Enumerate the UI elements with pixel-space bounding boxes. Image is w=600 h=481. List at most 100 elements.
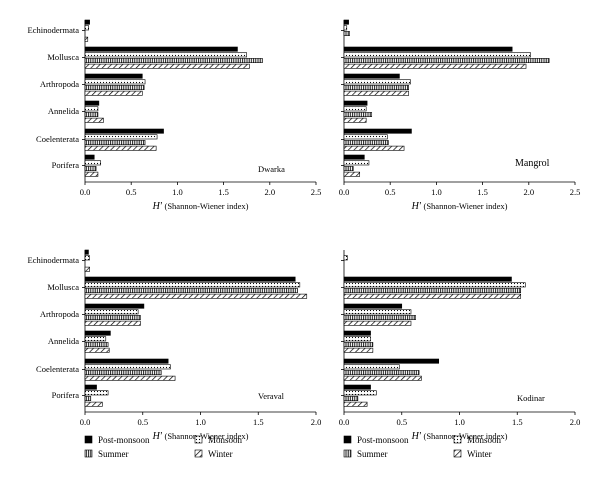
bar-monsoon-arthropoda xyxy=(343,79,411,85)
legend-swatch-monsoon xyxy=(194,435,203,444)
bar-post-monsoon-coelenterata xyxy=(343,358,440,364)
bar-monsoon-coelenterata xyxy=(343,134,388,140)
bar-summer-annelida xyxy=(84,112,99,118)
bar-monsoon-arthropoda xyxy=(343,309,412,315)
x-tick-label: 0.5 xyxy=(396,417,407,427)
legend-label: Summer xyxy=(357,449,388,459)
legend-swatch-post-monsoon xyxy=(84,435,93,444)
bar-winter-porifera xyxy=(84,171,99,177)
category-label: Mollusca xyxy=(47,282,79,292)
chart-panel-1: 0.0 0.5 1.0 1.5 2.0 2.5 Mangrol H′ (Shannon-Wie… xyxy=(339,19,581,212)
bar-winter-porifera xyxy=(84,401,103,407)
bar-monsoon-porifera xyxy=(343,390,377,396)
bar-summer-coelenterata xyxy=(84,370,162,375)
legend-label: Summer xyxy=(98,449,129,459)
panel-site-label: Veraval xyxy=(258,391,285,401)
bar-summer-annelida xyxy=(84,342,109,347)
x-axis-label: H′ (Shannon-Wiener index) xyxy=(411,201,508,212)
category-label: Arthropoda xyxy=(40,309,79,319)
legend-swatch-winter xyxy=(453,449,462,458)
legend-swatch-summer xyxy=(343,449,352,458)
bar-monsoon-porifera xyxy=(84,160,102,166)
bar-post-monsoon-porifera xyxy=(343,384,371,390)
bar-post-monsoon-annelida xyxy=(84,100,100,106)
bar-winter-porifera xyxy=(343,171,361,177)
bar-monsoon-coelenterata xyxy=(343,364,400,370)
chart-panel-2: 0.0 0.5 1.0 1.5 2.0 Echinodermata Mollusca Arth… xyxy=(28,249,322,442)
x-tick-label: 1.5 xyxy=(477,187,488,197)
bar-monsoon-porifera xyxy=(84,390,109,396)
bar-winter-arthropoda xyxy=(343,90,409,96)
bar-monsoon-mollusca xyxy=(84,282,301,288)
bar-post-monsoon-echinodermata xyxy=(84,249,89,255)
legend-label: Post-monsoon xyxy=(357,435,409,445)
bar-post-monsoon-echinodermata xyxy=(343,19,349,25)
bar-summer-echinodermata xyxy=(343,31,350,36)
bar-summer-mollusca xyxy=(343,288,522,293)
x-tick-label: 0.0 xyxy=(339,417,350,427)
bar-post-monsoon-arthropoda xyxy=(343,303,403,309)
bar-summer-arthropoda xyxy=(84,85,145,91)
x-tick-label: 1.5 xyxy=(253,417,264,427)
bar-summer-coelenterata xyxy=(84,140,146,145)
bar-summer-porifera xyxy=(343,396,359,401)
legend-swatch-post-monsoon xyxy=(343,435,352,444)
bar-post-monsoon-annelida xyxy=(343,100,368,106)
panel-site-label: Mangrol xyxy=(515,158,550,169)
bar-winter-mollusca xyxy=(84,293,308,299)
bar-summer-porifera xyxy=(84,166,97,171)
x-tick-label: 2.0 xyxy=(264,187,275,197)
bar-summer-arthropoda xyxy=(84,315,141,320)
x-tick-label: 0.5 xyxy=(126,187,137,197)
bar-winter-mollusca xyxy=(343,293,522,299)
x-tick-label: 2.0 xyxy=(570,417,581,427)
bar-summer-arthropoda xyxy=(343,85,409,91)
x-tick-label: 1.0 xyxy=(172,187,183,197)
x-axis-label: H′ (Shannon-Wiener index) xyxy=(152,201,249,212)
bar-post-monsoon-annelida xyxy=(343,330,371,336)
bar-winter-echinodermata xyxy=(84,36,89,42)
x-tick-label: 2.0 xyxy=(311,417,322,427)
bar-monsoon-arthropoda xyxy=(84,309,139,315)
chart-panel-3: 0.0 0.5 1.0 1.5 2.0 Kodinar H′ (Shannon-Wiener… xyxy=(339,250,581,442)
bar-post-monsoon-coelenterata xyxy=(84,358,169,364)
bar-post-monsoon-arthropoda xyxy=(84,73,143,79)
legend-swatch-winter xyxy=(194,449,203,458)
bar-winter-arthropoda xyxy=(84,90,143,96)
bar-winter-annelida xyxy=(84,117,104,123)
x-axis-label: H′ (Shannon-Wiener index) xyxy=(411,431,508,442)
bar-post-monsoon-arthropoda xyxy=(343,73,400,79)
x-tick-label: 0.0 xyxy=(80,417,91,427)
bar-summer-coelenterata xyxy=(343,370,420,375)
bar-summer-mollusca xyxy=(84,58,263,64)
bar-post-monsoon-coelenterata xyxy=(343,128,412,134)
x-tick-label: 2.5 xyxy=(570,187,581,197)
category-label: Echinodermata xyxy=(28,25,80,35)
x-tick-label: 1.5 xyxy=(512,417,523,427)
bar-monsoon-arthropoda xyxy=(84,79,146,85)
category-label: Arthropoda xyxy=(40,79,79,89)
category-label: Porifera xyxy=(52,390,80,400)
x-tick-label: 0.5 xyxy=(385,187,396,197)
category-label: Annelida xyxy=(48,106,79,116)
bar-winter-coelenterata xyxy=(84,145,157,151)
bar-winter-coelenterata xyxy=(343,145,405,151)
bar-winter-coelenterata xyxy=(343,375,422,381)
x-tick-label: 0.5 xyxy=(137,417,148,427)
bar-post-monsoon-echinodermata xyxy=(84,19,90,25)
bar-monsoon-echinodermata xyxy=(84,25,89,31)
bar-winter-annelida xyxy=(343,347,374,353)
category-label: Annelida xyxy=(48,336,79,346)
bar-monsoon-annelida xyxy=(84,106,99,112)
bar-winter-mollusca xyxy=(343,63,527,69)
legend-swatch-summer xyxy=(84,449,93,458)
bar-winter-arthropoda xyxy=(84,320,141,326)
bar-monsoon-annelida xyxy=(343,106,367,112)
bar-post-monsoon-arthropoda xyxy=(84,303,145,309)
legend-label: Post-monsoon xyxy=(98,435,150,445)
x-tick-label: 1.5 xyxy=(218,187,229,197)
panel-site-label: Dwarka xyxy=(258,164,285,174)
bar-winter-arthropoda xyxy=(343,320,412,326)
category-label: Coelenterata xyxy=(36,134,79,144)
bar-post-monsoon-mollusca xyxy=(84,46,238,52)
